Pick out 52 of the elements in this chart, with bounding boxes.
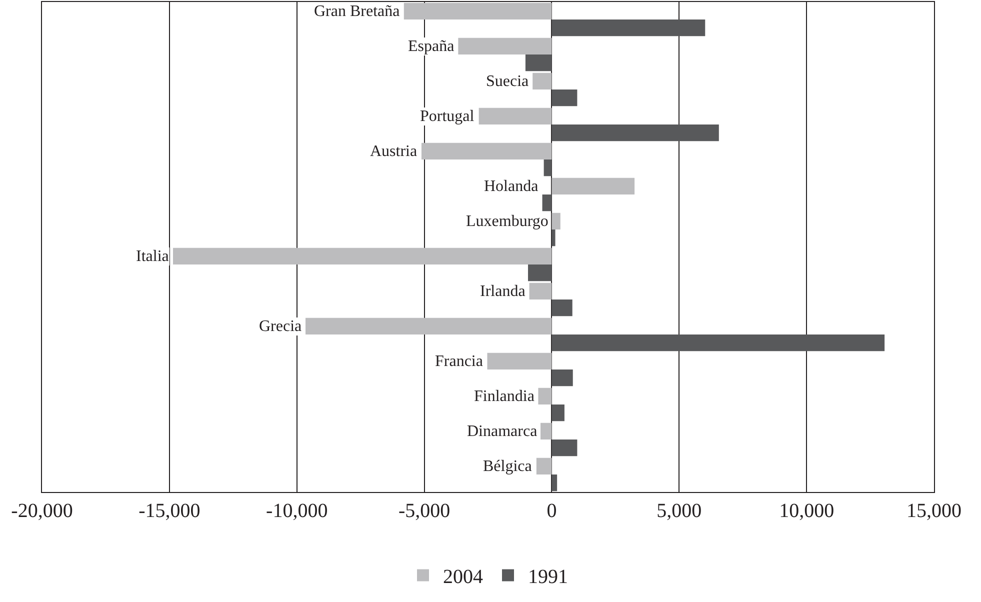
- y-tick-label: Holanda: [484, 178, 538, 195]
- y-tick-label: Dinamarca: [467, 423, 538, 440]
- y-tick-label: España: [408, 38, 454, 55]
- bar: [538, 388, 552, 404]
- bar: [552, 300, 572, 316]
- y-tick-label: Portugal: [420, 108, 475, 125]
- y-tick-label: Finlandia: [474, 388, 534, 405]
- x-tick-label: 10,000: [779, 500, 834, 522]
- legend-label: 1991: [528, 566, 568, 588]
- x-tick-label: -10,000: [266, 500, 328, 522]
- y-tick-label: Austria: [370, 143, 418, 160]
- x-tick-label: -5,000: [398, 500, 450, 522]
- x-tick-label: 0: [546, 500, 557, 522]
- y-tick-label: Gran Bretaña: [314, 3, 400, 20]
- bar: [421, 142, 552, 160]
- bar: [173, 248, 552, 264]
- bar: [552, 124, 719, 142]
- x-tick-label: 5,000: [656, 500, 702, 522]
- bar: [552, 20, 706, 36]
- bar: [552, 212, 560, 230]
- y-tick-label: Luxemburgo: [466, 213, 548, 230]
- bar: [404, 2, 552, 20]
- bar: [542, 194, 552, 212]
- x-tick-label: -15,000: [138, 500, 200, 522]
- bar: [552, 404, 564, 422]
- x-tick-label: -20,000: [11, 500, 73, 522]
- bar: [532, 72, 552, 90]
- bar: [529, 282, 552, 300]
- y-tick-label: Grecia: [259, 318, 302, 335]
- bar: [306, 318, 552, 334]
- bar: [487, 352, 552, 370]
- legend-label: 2004: [443, 566, 483, 588]
- bar: [552, 178, 635, 194]
- bar: [552, 474, 558, 492]
- bar: [552, 230, 556, 246]
- bar: [552, 440, 578, 456]
- bar: [536, 458, 552, 474]
- x-tick-label: 15,000: [906, 500, 962, 522]
- y-tick-label: Irlanda: [480, 283, 526, 300]
- bar: [478, 108, 552, 124]
- bar: [552, 90, 578, 106]
- y-tick-label: Bélgica: [483, 458, 532, 475]
- bar: [525, 54, 552, 72]
- bar: [544, 160, 552, 176]
- bar: [552, 334, 885, 352]
- y-tick-label: Suecia: [486, 73, 529, 90]
- bar: [552, 370, 573, 386]
- y-tick-label: Italia: [136, 248, 169, 265]
- bar: [528, 264, 552, 282]
- bar: [458, 38, 552, 54]
- y-tick-label: Francia: [435, 353, 483, 370]
- bar: [540, 422, 552, 440]
